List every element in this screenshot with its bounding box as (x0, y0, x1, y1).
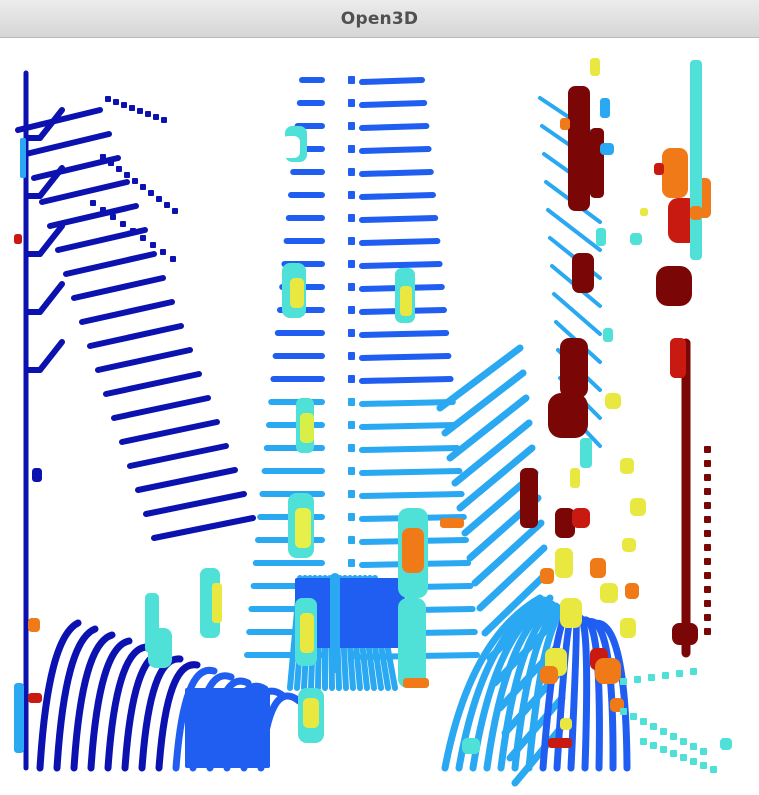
point-cloud-viewport[interactable] (0, 38, 759, 795)
title-bar[interactable]: Open3D (0, 0, 759, 38)
window-title: Open3D (340, 8, 419, 29)
point-cloud-canvas[interactable] (0, 38, 759, 795)
